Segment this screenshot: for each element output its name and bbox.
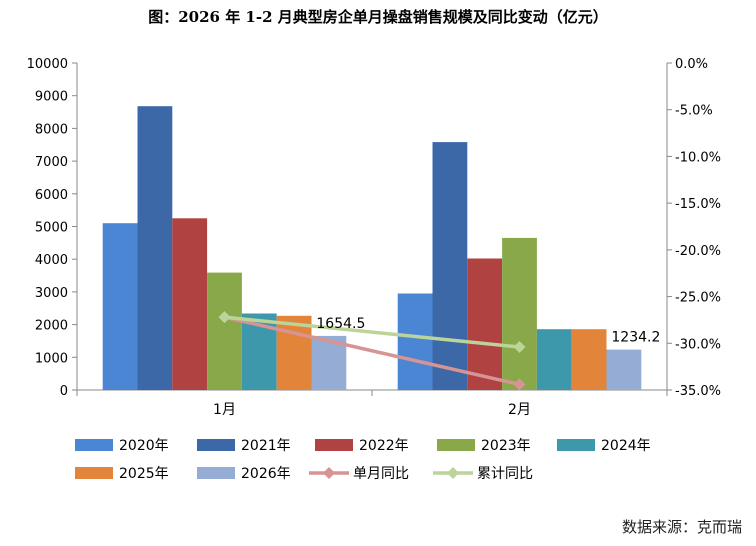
legend-swatch: [437, 439, 475, 451]
bar: [102, 223, 138, 390]
legend-label: 2023年: [481, 438, 531, 454]
y-tick-label: 6000: [35, 188, 68, 203]
y-tick-label: 9000: [35, 90, 68, 105]
data-label: 1234.2: [611, 330, 660, 346]
line-marker: [513, 341, 526, 354]
x-tick-label: 1月: [213, 402, 236, 418]
line-marker: [513, 378, 526, 391]
bar: [467, 258, 503, 390]
y-tick-label: 7000: [35, 155, 68, 170]
legend-label: 2026年: [241, 466, 291, 482]
y-tick-label: 0: [60, 384, 68, 399]
y-tick-label: 4000: [35, 253, 68, 268]
legend-label: 2021年: [241, 438, 291, 454]
y2-tick-label: -15.0%: [675, 197, 721, 212]
chart-title: 图：2026 年 1-2 月典型房企单月操盘销售规模及同比变动（亿元）: [148, 8, 608, 26]
series-line: [224, 315, 520, 349]
y-tick-label: 2000: [35, 319, 68, 334]
legend-swatch: [75, 439, 113, 451]
bar: [137, 106, 173, 390]
line-marker: [218, 311, 231, 324]
y2-tick-label: -5.0%: [675, 104, 713, 119]
series-line: [224, 315, 520, 387]
legend-swatch: [75, 467, 113, 479]
bar: [172, 218, 208, 390]
legend-swatch: [197, 439, 235, 451]
y2-tick-label: -20.0%: [675, 244, 721, 259]
y2-tick-label: 0.0%: [675, 57, 708, 72]
legend-swatch: [315, 439, 353, 451]
legend-swatch: [557, 439, 595, 451]
y-tick-label: 10000: [27, 57, 68, 72]
legend-label: 2020年: [119, 438, 169, 454]
bar: [397, 293, 433, 390]
y2-tick-label: -35.0%: [675, 384, 721, 399]
y-tick-label: 1000: [35, 351, 68, 366]
bar: [502, 237, 537, 390]
legend-label: 2025年: [119, 466, 169, 482]
legend-label: 2024年: [601, 438, 651, 454]
legend-label: 累计同比: [477, 466, 533, 482]
bar: [571, 329, 607, 390]
y2-tick-label: -30.0%: [675, 337, 721, 352]
x-tick-label: 2月: [508, 402, 531, 418]
bar: [207, 272, 242, 390]
y-tick-label: 3000: [35, 286, 68, 301]
y-tick-label: 8000: [35, 122, 68, 137]
bar: [276, 315, 312, 390]
source-note: 数据来源：克而瑞: [621, 518, 742, 536]
legend-marker: [323, 467, 335, 479]
legend-marker: [447, 467, 459, 479]
legend-label: 单月同比: [353, 466, 409, 482]
y2-tick-label: -25.0%: [675, 291, 721, 306]
bar: [606, 349, 642, 390]
data-label: 1654.5: [316, 316, 365, 332]
legend-swatch: [197, 467, 235, 479]
bar: [432, 142, 468, 390]
bar: [536, 329, 572, 390]
y-tick-label: 5000: [35, 221, 68, 236]
y2-tick-label: -10.0%: [675, 150, 721, 165]
legend-label: 2022年: [359, 438, 409, 454]
